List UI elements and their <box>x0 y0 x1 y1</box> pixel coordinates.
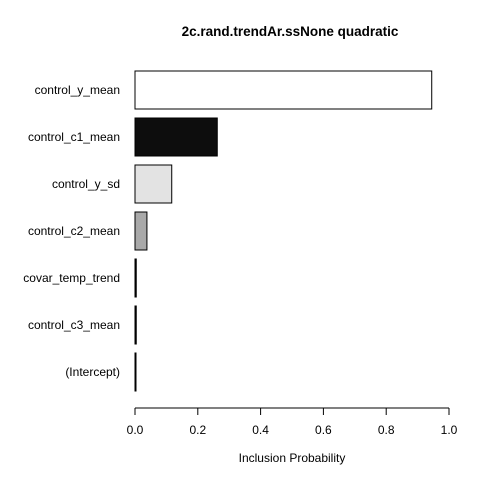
bar-control-c1-mean <box>134 117 218 157</box>
x-tick-label: 0.0 <box>127 423 144 437</box>
x-tick-label: 0.6 <box>315 423 332 437</box>
x-tick-label: 1.0 <box>441 423 458 437</box>
bar-control-y-sd <box>134 164 173 204</box>
chart-title: 2c.rand.trendAr.ssNone quadratic <box>182 24 399 39</box>
x-axis: 0.0 0.2 0.4 0.6 0.8 1.0 <box>127 407 458 437</box>
bar-intercept <box>134 352 137 392</box>
bar-covar-temp-trend <box>134 258 137 298</box>
category-label: control_y_sd <box>52 177 120 191</box>
bars <box>134 70 433 392</box>
bar-control-y-mean <box>134 70 433 110</box>
category-label: control_c3_mean <box>28 318 120 332</box>
category-label: control_y_mean <box>35 83 120 97</box>
x-axis-label: Inclusion Probability <box>239 451 346 465</box>
category-label: control_c1_mean <box>28 130 120 144</box>
category-labels: control_y_mean control_c1_mean control_y_s… <box>23 83 120 379</box>
x-tick-label: 0.2 <box>189 423 206 437</box>
x-tick-label: 0.4 <box>252 423 269 437</box>
category-label: covar_temp_trend <box>23 271 120 285</box>
category-label: control_c2_mean <box>28 224 120 238</box>
x-tick-label: 0.8 <box>378 423 395 437</box>
bar-control-c3-mean <box>134 305 137 345</box>
bar-control-c2-mean <box>134 211 148 251</box>
category-label: (Intercept) <box>65 365 120 379</box>
